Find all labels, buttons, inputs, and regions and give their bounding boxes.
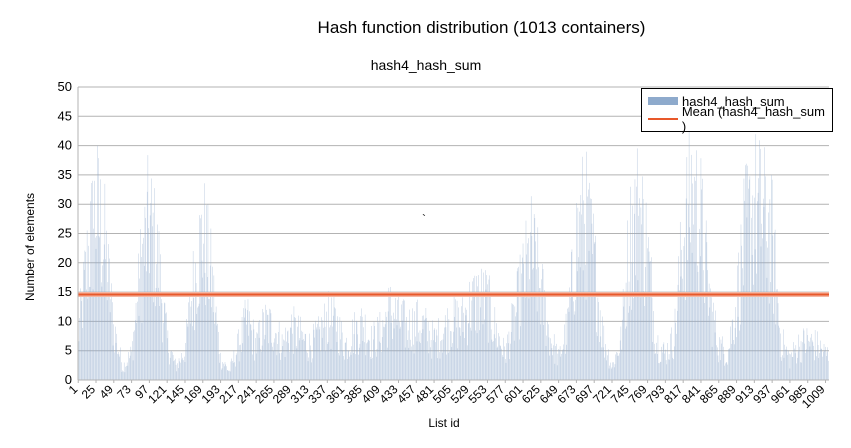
chart-title: Hash function distribution (1013 contain… bbox=[317, 18, 646, 37]
y-tick-label: 15 bbox=[58, 284, 72, 299]
y-tick-label: 0 bbox=[65, 372, 72, 387]
x-tick-label: 1 bbox=[66, 382, 81, 397]
chart-subtitle: hash4_hash_sum bbox=[370, 57, 482, 73]
x-tick-labels: 1254973971211451691932172412652893133373… bbox=[66, 382, 828, 411]
x-axis-label: List id bbox=[428, 416, 460, 430]
legend-item-bars: hash4_hash_sum bbox=[648, 92, 785, 110]
legend-item-mean: Mean (hash4_hash_sum ) bbox=[648, 104, 832, 134]
stray-mark: ` bbox=[422, 212, 426, 226]
y-tick-label: 40 bbox=[58, 138, 72, 153]
y-tick-label: 45 bbox=[58, 108, 72, 123]
legend-label-bars: hash4_hash_sum bbox=[682, 93, 785, 109]
y-tick-label: 35 bbox=[58, 167, 72, 182]
y-tick-label: 50 bbox=[58, 79, 72, 94]
legend-swatch-bars bbox=[648, 97, 678, 105]
y-tick-label: 25 bbox=[58, 226, 72, 241]
legend: hash4_hash_sum Mean (hash4_hash_sum ) bbox=[641, 88, 833, 134]
y-tick-label: 30 bbox=[58, 196, 72, 211]
y-tick-label: 20 bbox=[58, 255, 72, 270]
y-tick-labels: 0 5 10 15 20 25 30 35 40 45 50 bbox=[58, 79, 72, 387]
y-tick-label: 5 bbox=[65, 343, 72, 358]
legend-label-mean: Mean (hash4_hash_sum ) bbox=[681, 104, 825, 134]
y-tick-label: 10 bbox=[58, 313, 72, 328]
axes bbox=[77, 87, 829, 383]
legend-swatch-mean bbox=[648, 118, 678, 120]
bars bbox=[78, 128, 829, 380]
